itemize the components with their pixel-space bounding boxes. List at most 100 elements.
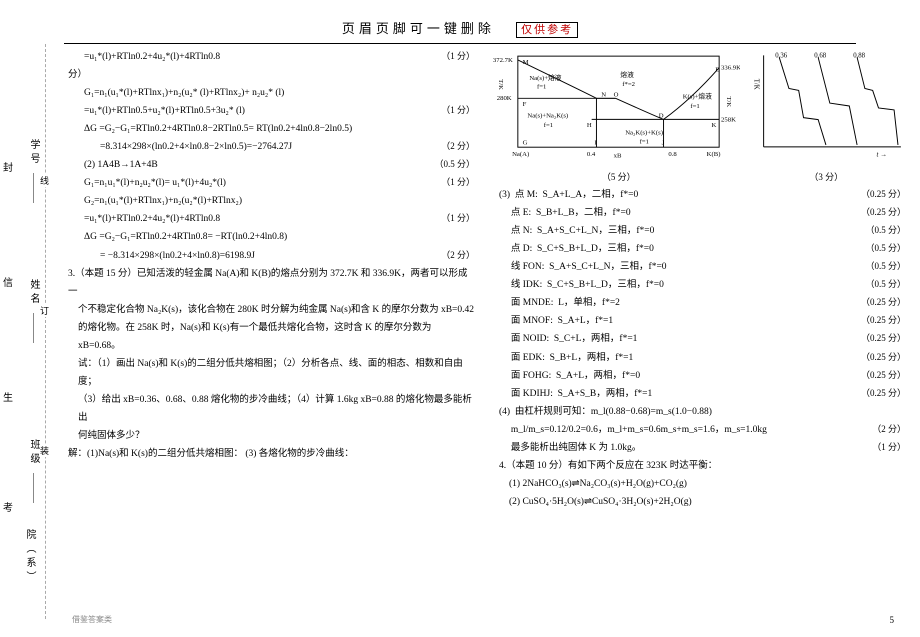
- analysis-item: 点 E: S_B+L_B，二相，f*=0: [499, 204, 631, 222]
- analysis-item: 点 N: S_A+S_C+L_N，三相，f*=0: [499, 222, 654, 240]
- svg-text:E: E: [715, 66, 719, 73]
- svg-text:T/K: T/K: [753, 79, 760, 90]
- points: （0.25 分）: [861, 367, 906, 384]
- cooling-curves: T/K 0.36 0.68 0.88 t →: [750, 48, 906, 163]
- points: （0.5 分）: [865, 276, 906, 293]
- svg-text:336.9K: 336.9K: [721, 65, 740, 72]
- analysis-item: 点 D: S_C+S_B+L_D，三相，f*=0: [499, 240, 654, 258]
- svg-text:N: N: [601, 91, 606, 98]
- svg-text:280K: 280K: [497, 95, 512, 102]
- points: （2 分）: [872, 421, 906, 438]
- eq: =u₁*(l)+RTln0.2+4u₂*(l)+4RTln0.8: [84, 210, 220, 228]
- question-text: (2) CuSO₄·5H₂O(s)⇌CuSO₄·3H₂O(s)+2H₂O(g): [509, 493, 692, 511]
- answer-text: 解：(1)Na(s)和 K(s)的二组分低共熔相图： (3) 各熔化物的步冷曲线…: [68, 445, 354, 463]
- eq: (2) 1A4B→1A+4B: [84, 156, 158, 174]
- right-column: 372.7K 336.9K 280K 258K T/K T/K Na(s)+熔液…: [491, 48, 906, 619]
- side-outer: 生: [3, 389, 13, 404]
- dash-mark: 订: [40, 304, 49, 317]
- points: （1 分）: [441, 48, 475, 65]
- points: （1 分）: [441, 102, 475, 119]
- points: （1 分）: [441, 174, 475, 191]
- svg-text:Na(A): Na(A): [512, 151, 529, 158]
- points: （2 分）: [441, 138, 475, 155]
- svg-text:f=1: f=1: [544, 122, 553, 129]
- binding-margin: 学号 姓名 班级 院（系） 封 信 生 考 线 订 装: [0, 44, 60, 619]
- svg-text:K(s)+熔液: K(s)+熔液: [683, 91, 712, 100]
- svg-text:T/K: T/K: [497, 79, 504, 90]
- points: （0.25 分）: [861, 186, 906, 203]
- points: （0.25 分）: [861, 204, 906, 221]
- svg-text:372.7K: 372.7K: [493, 57, 513, 64]
- eq: 分）: [68, 66, 87, 84]
- svg-text:M: M: [523, 59, 529, 66]
- svg-text:H: H: [587, 122, 592, 129]
- svg-text:F: F: [523, 101, 527, 108]
- eq: = −8.314×298×(ln0.2+4×ln0.8)=6198.9J: [100, 247, 255, 265]
- points: （0.25 分）: [861, 294, 906, 311]
- question-text: 4.（本题 10 分）有如下两个反应在 323K 时达平衡：: [499, 457, 717, 475]
- side-outer: 考: [3, 499, 13, 514]
- svg-text:T/K: T/K: [725, 96, 732, 107]
- diagram-caption: （5 分）: [491, 167, 746, 186]
- eq: ΔG =G₂−G₁=RTln0.2+4RTln0.8= −RT(ln0.2+4l…: [84, 228, 287, 246]
- dash-mark: 装: [40, 444, 49, 457]
- diagram-caption: （3 分）: [746, 167, 906, 186]
- question-text: 的熔化物。在 258K 时，Na(s)和 K(s)有一个最低共熔化合物，这时含 …: [78, 319, 475, 355]
- svg-text:f=1: f=1: [537, 84, 546, 91]
- points: （1 分）: [441, 210, 475, 227]
- svg-text:K(B): K(B): [707, 151, 721, 158]
- side-label: 班级: [26, 439, 41, 467]
- question-text: （3）给出 xB=0.36、0.68、0.88 熔化物的步冷曲线；（4）计算 1…: [78, 391, 475, 427]
- svg-text:I: I: [595, 139, 597, 146]
- eq: ΔG =G₂−G₁=RTln0.2+4RTln0.8−2RTln0.5= RT(…: [84, 120, 352, 138]
- question-text: 试：（1）画出 Na(s)和 K(s)的二组分低共熔相图；（2）分析各点、线、面…: [78, 355, 475, 391]
- svg-text:D: D: [659, 112, 664, 119]
- svg-text:0.8: 0.8: [668, 151, 677, 158]
- header-stamp: 仅供参考: [516, 22, 578, 38]
- binding-dashed-line: [45, 44, 46, 619]
- svg-text:G: G: [523, 139, 528, 146]
- eq: =u₁*(l)+RTln0.2+4u₂*(l)+4RTln0.8: [84, 48, 220, 66]
- points: （0.25 分）: [861, 349, 906, 366]
- svg-text:0.68: 0.68: [814, 52, 826, 59]
- analysis-item: 面 KDIHJ: S_A+S_B，两相，f*=1: [499, 385, 652, 403]
- analysis-item: 最多能析出纯固体 K 为 1.0kg。: [499, 439, 641, 457]
- analysis-item: m_l/m_s=0.12/0.2=0.6，m_l+m_s=0.6m_s+m_s=…: [499, 421, 767, 439]
- question-text: 3.（本题 15 分）已知活泼的轻金属 Na(A)和 K(B)的熔点分别为 37…: [68, 265, 475, 301]
- side-outer: 信: [3, 274, 13, 289]
- points: （0.5 分）: [865, 222, 906, 239]
- side-label: 学号: [26, 139, 41, 167]
- question-text: 个不稳定化合物 Na₂K(s)，该化合物在 280K 时分解为纯金属 Na(s)…: [78, 301, 474, 319]
- svg-text:J: J: [662, 139, 665, 146]
- analysis-item: 面 EDK: S_B+L，两相，f*=1: [499, 349, 633, 367]
- analysis-item: (4) 由杠杆规则可知：m_l(0.88−0.68)=m_s(1.0−0.88): [499, 403, 712, 421]
- svg-text:258K: 258K: [721, 116, 736, 123]
- svg-text:t →: t →: [877, 152, 887, 159]
- eq: G₁=n₁(u₁*(l)+RTlnx₁)+n₂(u₂* (l)+RTlnx₂)+…: [84, 84, 284, 102]
- side-label: 院（系）: [22, 529, 37, 585]
- question-text: (1) 2NaHCO₃(s)⇌Na₂CO₃(s)+H₂O(g)+CO₂(g): [509, 475, 687, 493]
- footer-category: 借鉴答案类: [72, 614, 112, 625]
- eq: G₁=n₁u₁*(l)+n₂u₂*(l)= u₁*(l)+4u₂*(l): [84, 174, 226, 192]
- side-outer: 封: [3, 159, 13, 174]
- svg-text:0.36: 0.36: [776, 52, 788, 59]
- points: （0.25 分）: [861, 312, 906, 329]
- points: （0.5 分）: [434, 156, 475, 173]
- phase-diagram: 372.7K 336.9K 280K 258K T/K T/K Na(s)+熔液…: [491, 48, 740, 163]
- svg-text:O: O: [614, 91, 619, 98]
- svg-text:xB: xB: [614, 153, 622, 160]
- points: （0.25 分）: [861, 385, 906, 402]
- page-number: 5: [890, 615, 895, 625]
- left-column: =u₁*(l)+RTln0.2+4u₂*(l)+4RTln0.8 （1 分） 分）…: [60, 48, 475, 619]
- dash-mark: 线: [40, 174, 49, 187]
- svg-text:熔液: 熔液: [620, 70, 634, 79]
- svg-text:0.88: 0.88: [853, 52, 865, 59]
- analysis-item: 面 MNDE: L，单相，f*=2: [499, 294, 620, 312]
- analysis-item: 面 MNOF: S_A+L，f*=1: [499, 312, 613, 330]
- eq: =u₁*(l)+RTln0.5+u₂*(l)+RTln0.5+3u₂* (l): [84, 102, 245, 120]
- analysis-item: 线 FON: S_A+S_C+L_N，三相，f*=0: [499, 258, 667, 276]
- header-main: 页眉页脚可一键删除: [342, 21, 495, 36]
- points: （2 分）: [441, 247, 475, 264]
- svg-text:f=1: f=1: [640, 138, 649, 145]
- svg-text:Na(s)+熔液: Na(s)+熔液: [529, 73, 561, 82]
